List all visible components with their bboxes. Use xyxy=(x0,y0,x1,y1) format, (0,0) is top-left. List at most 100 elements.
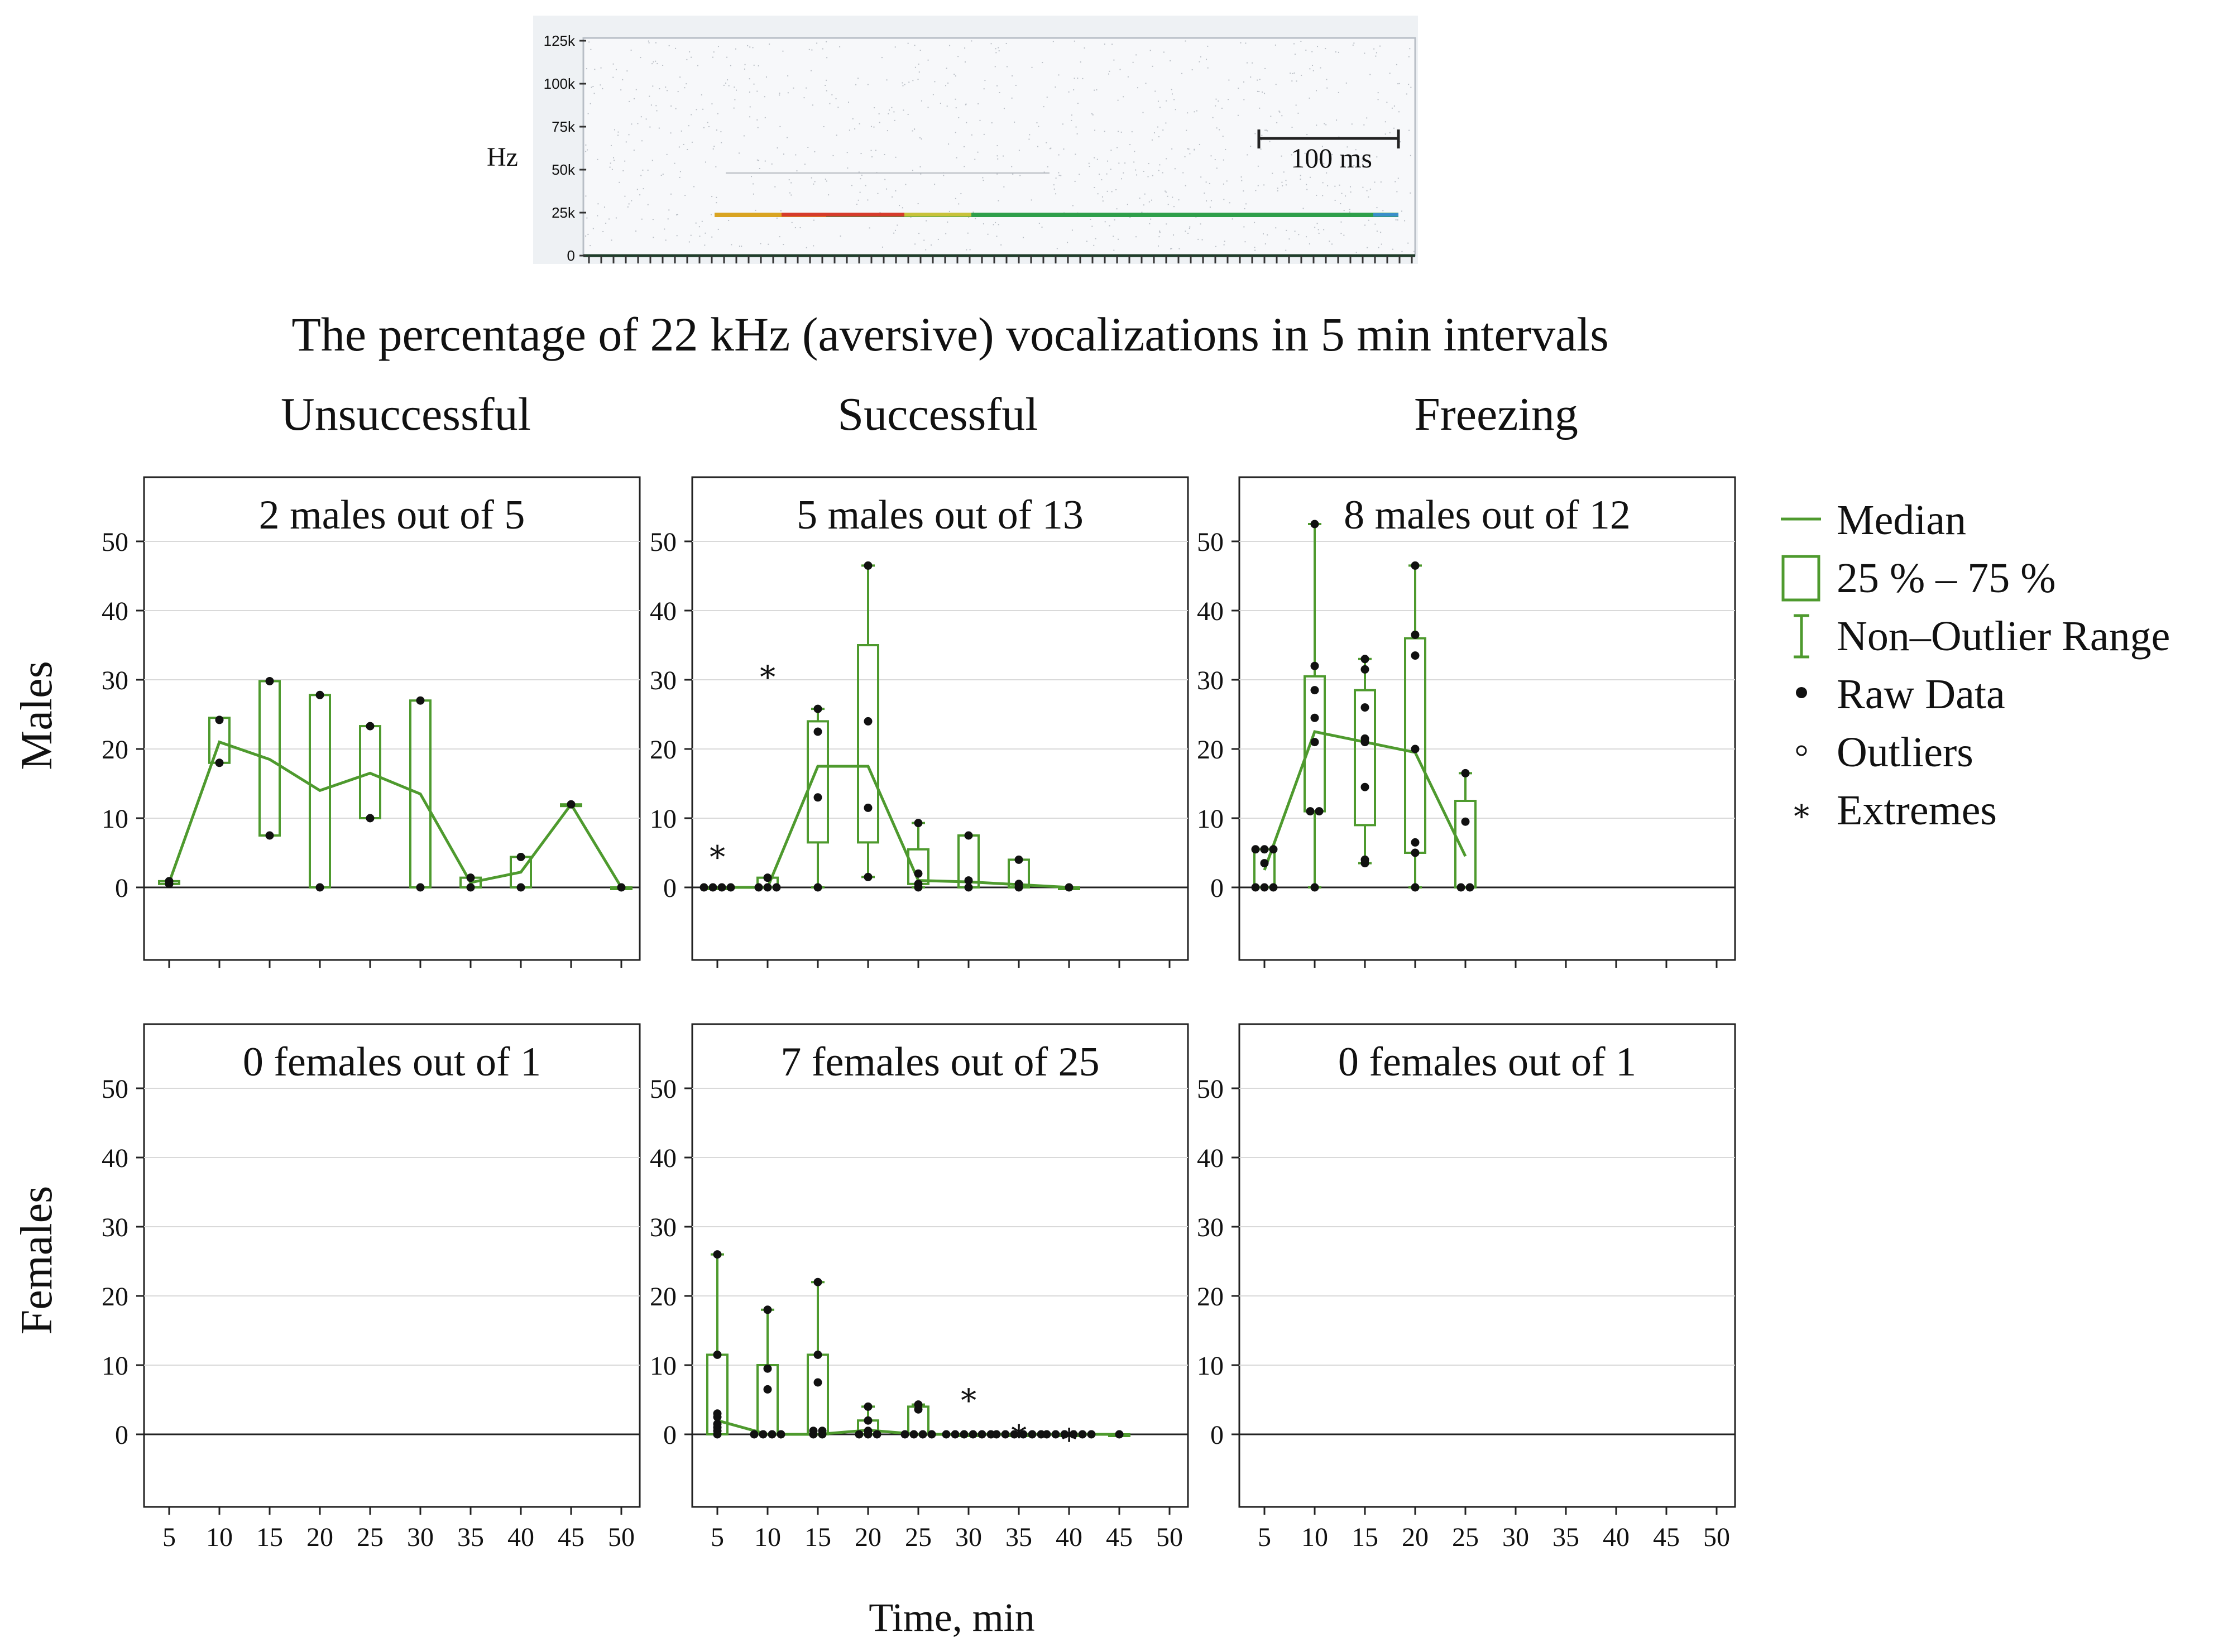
raw-data-point xyxy=(818,1427,827,1435)
spectrogram-noise-dot xyxy=(586,217,588,219)
spectrogram-noise-dot xyxy=(749,106,751,108)
spectrogram-noise-dot xyxy=(777,147,778,148)
spectrogram-noise-dot xyxy=(1363,124,1365,126)
spectrogram-noise-dot xyxy=(974,159,976,160)
spectrogram-noise-dot xyxy=(1323,229,1325,230)
spectrogram-noise-dot xyxy=(691,56,692,58)
y-tick-label: 10 xyxy=(102,804,128,834)
spectrogram-noise-dot xyxy=(886,188,888,190)
spectrogram-noise-dot xyxy=(1210,200,1212,201)
spectrogram-noise-dot xyxy=(1120,131,1122,133)
spectrogram-noise-dot xyxy=(1266,129,1267,131)
raw-data-point xyxy=(1360,734,1369,743)
spectrogram-noise-dot xyxy=(1111,191,1113,193)
spectrogram-noise-dot xyxy=(1259,107,1261,109)
spectrogram-y-label: Hz xyxy=(487,142,518,172)
spectrogram-noise-dot xyxy=(665,87,667,88)
spectrogram-noise-dot xyxy=(932,94,934,95)
spectrogram-noise-dot xyxy=(723,84,725,86)
spectrogram-noise-dot xyxy=(1166,100,1167,102)
spectrogram-noise-dot xyxy=(1143,204,1144,206)
spectrogram-noise-dot xyxy=(1031,66,1033,68)
spectrogram-noise-dot xyxy=(758,160,760,161)
spectrogram-noise-dot xyxy=(774,186,776,188)
spectrogram-noise-dot xyxy=(1295,104,1297,106)
spectrogram-noise-dot xyxy=(756,119,758,121)
raw-data-point xyxy=(777,1430,785,1439)
spectrogram-noise-dot xyxy=(1404,220,1406,222)
spectrogram-noise-dot xyxy=(592,228,594,229)
raw-data-point xyxy=(1310,686,1319,695)
spectrogram-y-tick-label: 75k xyxy=(552,118,576,135)
spectrogram-noise-dot xyxy=(1129,144,1131,146)
spectrogram-noise-dot xyxy=(790,194,792,196)
spectrogram-noise-dot xyxy=(1149,50,1151,51)
spectrogram-noise-dot xyxy=(1407,242,1409,244)
spectrogram-noise-dot xyxy=(1349,211,1350,213)
spectrogram-noise-dot xyxy=(794,227,796,228)
spectrogram-noise-dot xyxy=(1375,55,1377,57)
spectrogram-noise-dot xyxy=(1067,242,1068,243)
spectrogram-noise-dot xyxy=(1071,229,1073,231)
spectrogram-noise-dot xyxy=(891,107,893,108)
raw-data-point xyxy=(1019,1430,1028,1439)
spectrogram-noise-dot xyxy=(1250,146,1252,147)
spectrogram-noise-dot xyxy=(681,130,682,132)
spectrogram-noise-dot xyxy=(783,153,784,155)
panel-males-freezing: 0 10 20 30 40 50 8 males out of 12 xyxy=(1197,476,1736,968)
spectrogram-noise-dot xyxy=(716,202,717,204)
spectrogram-noise-dot xyxy=(727,79,729,81)
raw-data-point xyxy=(813,1350,822,1359)
spectrogram-noise-dot xyxy=(810,70,812,71)
spectrogram-noise-dot xyxy=(635,230,637,232)
spectrogram-noise-dot xyxy=(1368,219,1369,221)
spectrogram-noise-dot xyxy=(1240,42,1242,44)
spectrogram-noise-dot xyxy=(888,113,889,114)
y-tick-label: 0 xyxy=(663,873,677,903)
spectrogram-noise-dot xyxy=(1114,219,1115,221)
spectrogram-noise-dot xyxy=(808,49,810,50)
spectrogram-noise-dot xyxy=(1199,143,1200,145)
spectrogram-noise-dot xyxy=(1124,162,1126,164)
spectrogram-noise-dot xyxy=(1173,99,1175,100)
spectrogram-noise-dot xyxy=(955,75,956,77)
spectrogram-noise-dot xyxy=(1329,241,1330,242)
spectrogram-noise-dot xyxy=(828,194,830,196)
spectrogram-noise-dot xyxy=(590,49,592,50)
spectrogram-noise-dot xyxy=(934,184,936,185)
spectrogram-noise-dot xyxy=(1086,241,1087,242)
spectrogram-noise-dot xyxy=(756,90,758,92)
raw-data-point xyxy=(809,1427,818,1435)
spectrogram-noise-dot xyxy=(1215,98,1217,100)
panel-males-unsuccessful: 0 10 20 30 40 50 2 males out of 5 xyxy=(102,476,641,968)
spectrogram-noise-dot xyxy=(636,189,638,190)
iqr-box xyxy=(857,644,879,844)
spectrogram-noise-dot xyxy=(1366,190,1368,191)
x-axis-label: Time, min xyxy=(869,1595,1034,1640)
spectrogram-noise-dot xyxy=(1151,199,1152,201)
spectrogram-noise-dot xyxy=(1380,232,1382,233)
spectrogram-noise-dot xyxy=(1316,194,1317,196)
y-tick-label: 0 xyxy=(1210,873,1224,903)
spectrogram-noise-dot xyxy=(847,102,849,103)
spectrogram-noise-dot xyxy=(688,125,689,127)
spectrogram-noise-dot xyxy=(1159,107,1161,108)
raw-data-point xyxy=(1010,1430,1019,1439)
spectrogram-noise-dot xyxy=(1215,105,1216,107)
spectrogram-noise-dot xyxy=(776,217,778,219)
spectrogram-noise-dot xyxy=(983,223,984,225)
spectrogram-noise-dot xyxy=(1351,123,1353,125)
spectrogram-noise-dot xyxy=(964,47,966,49)
spectrogram-noise-dot xyxy=(1327,185,1329,186)
spectrogram-noise-dot xyxy=(1222,136,1224,137)
spectrogram-noise-dot xyxy=(789,192,790,194)
raw-data-point xyxy=(1456,883,1465,892)
spectrogram-noise-dot xyxy=(879,122,880,123)
spectrogram-noise-dot xyxy=(955,132,956,133)
raw-data-point xyxy=(763,883,772,892)
raw-data-point xyxy=(914,880,923,889)
spectrogram-noise-dot xyxy=(1246,62,1248,64)
spectrogram-noise-dot xyxy=(695,222,697,224)
spectrogram-noise-dot xyxy=(593,93,595,94)
spectrogram-noise-dot xyxy=(679,171,681,172)
